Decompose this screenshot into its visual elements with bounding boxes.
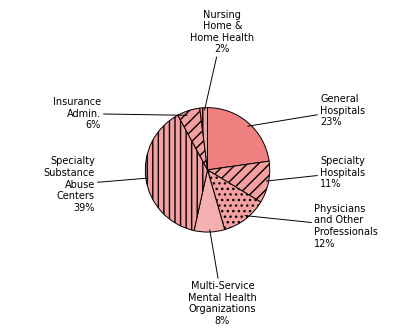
Wedge shape	[208, 161, 270, 202]
Wedge shape	[208, 108, 269, 170]
Text: Insurance
Admin.
6%: Insurance Admin. 6%	[53, 97, 187, 130]
Text: Multi-Service
Mental Health
Organizations
8%: Multi-Service Mental Health Organization…	[188, 230, 257, 326]
Wedge shape	[178, 108, 208, 170]
Text: Specialty
Substance
Abuse
Centers
39%: Specialty Substance Abuse Centers 39%	[44, 157, 148, 213]
Text: Nursing
Home &
Home Health
2%: Nursing Home & Home Health 2%	[190, 9, 254, 110]
Wedge shape	[145, 115, 208, 230]
Text: General
Hospitals
23%: General Hospitals 23%	[248, 94, 365, 127]
Wedge shape	[208, 170, 261, 229]
Wedge shape	[194, 170, 225, 232]
Text: Specialty
Hospitals
11%: Specialty Hospitals 11%	[266, 156, 365, 190]
Text: Physicians
and Other
Professionals
12%: Physicians and Other Professionals 12%	[245, 204, 378, 249]
Wedge shape	[200, 108, 208, 170]
